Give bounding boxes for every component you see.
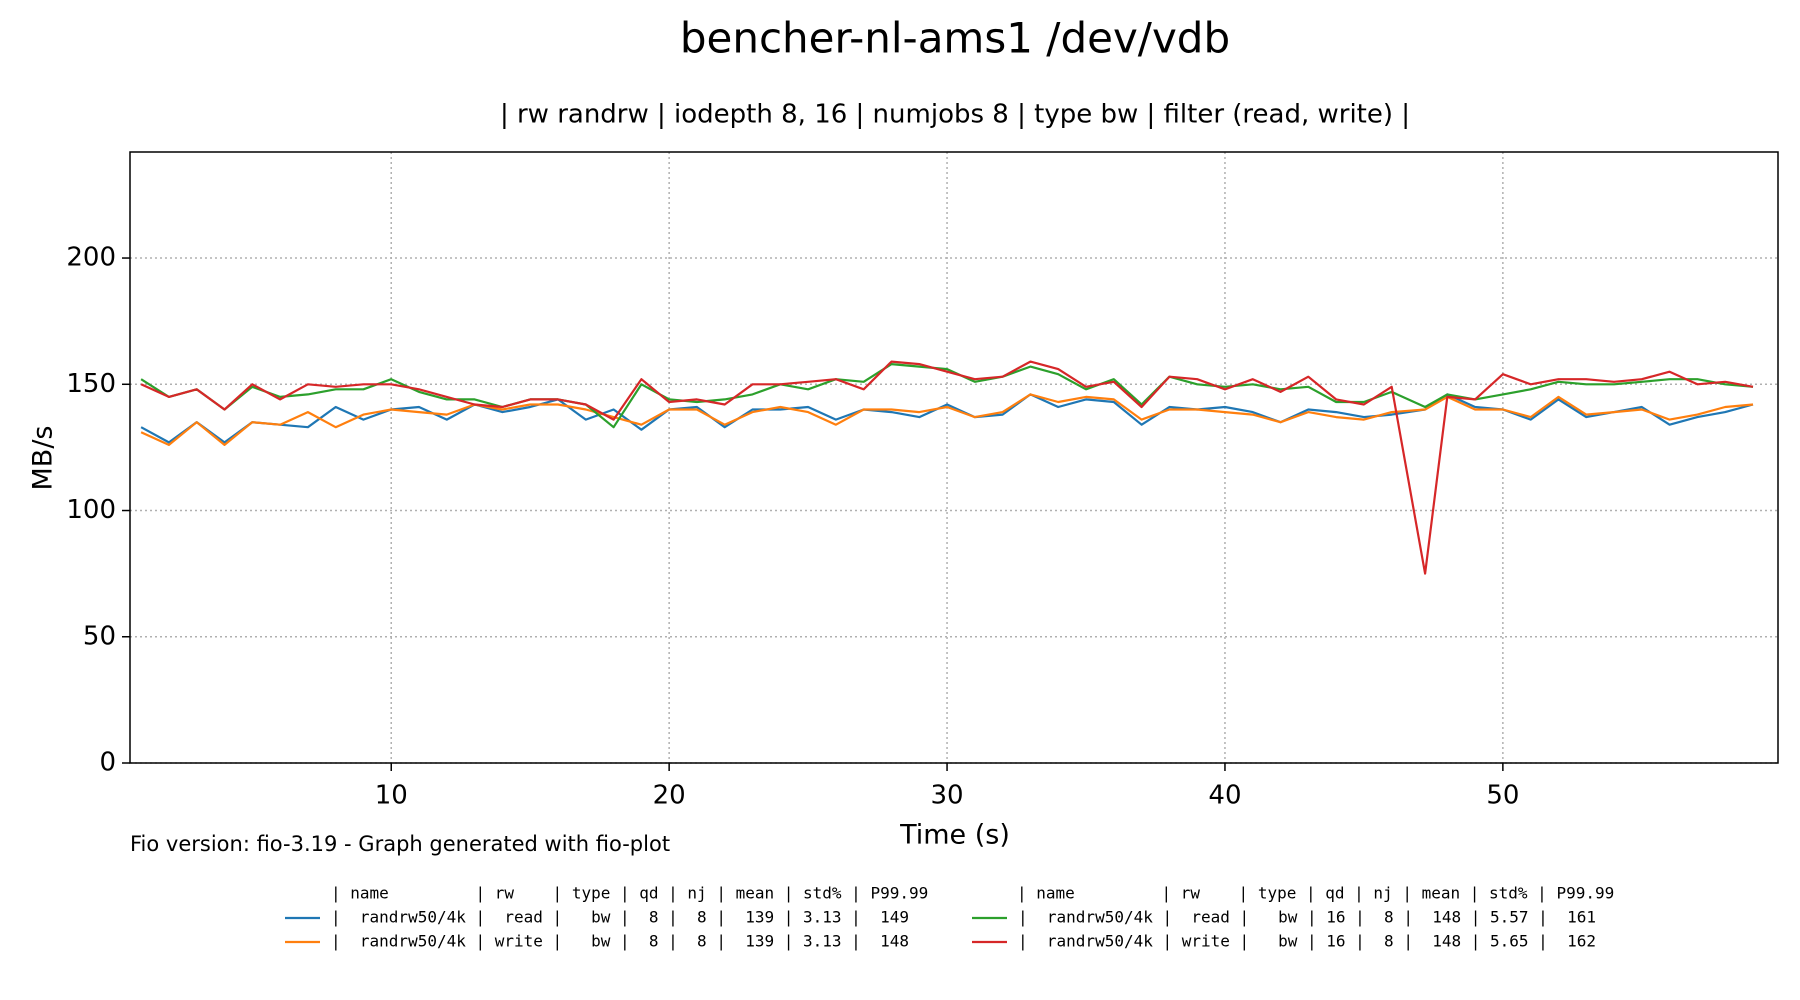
- legend-label: | randrw50/4k | read | bw | 16 | 8 | 148…: [1018, 908, 1596, 927]
- footnote: Fio version: fio-3.19 - Graph generated …: [130, 832, 670, 856]
- plot-frame: [129, 151, 1779, 764]
- y-tick-label: 0: [99, 748, 116, 778]
- legend-label: | randrw50/4k | write | bw | 8 | 8 | 139…: [331, 932, 909, 951]
- y-axis-label: MB/s: [28, 426, 59, 491]
- legend-label: | randrw50/4k | write | bw | 16 | 8 | 14…: [1018, 932, 1596, 951]
- legend-header: | name | rw | type | qd | nj | mean | st…: [1017, 884, 1614, 903]
- x-tick-label: 20: [653, 781, 686, 811]
- x-tick-label: 50: [1486, 781, 1519, 811]
- series-line: [140, 393, 1754, 446]
- y-tick-label: 150: [66, 369, 116, 399]
- x-axis-label: Time (s): [899, 820, 1010, 851]
- chart-subtitle: | rw randrw | iodepth 8, 16 | numjobs 8 …: [500, 100, 1410, 130]
- x-tick-label: 10: [375, 781, 408, 811]
- x-tick-label: 30: [931, 781, 964, 811]
- chart-title: bencher-nl-ams1 /dev/vdb: [680, 14, 1230, 63]
- legend-header: | name | rw | type | qd | nj | mean | st…: [331, 884, 928, 903]
- legend-label: | randrw50/4k | read | bw | 8 | 8 | 139 …: [331, 908, 909, 927]
- y-tick-label: 100: [66, 495, 116, 525]
- y-tick-label: 200: [66, 243, 116, 273]
- series-line: [140, 360, 1754, 575]
- x-tick-label: 40: [1208, 781, 1241, 811]
- y-tick-label: 50: [83, 621, 116, 651]
- series-line: [140, 393, 1754, 444]
